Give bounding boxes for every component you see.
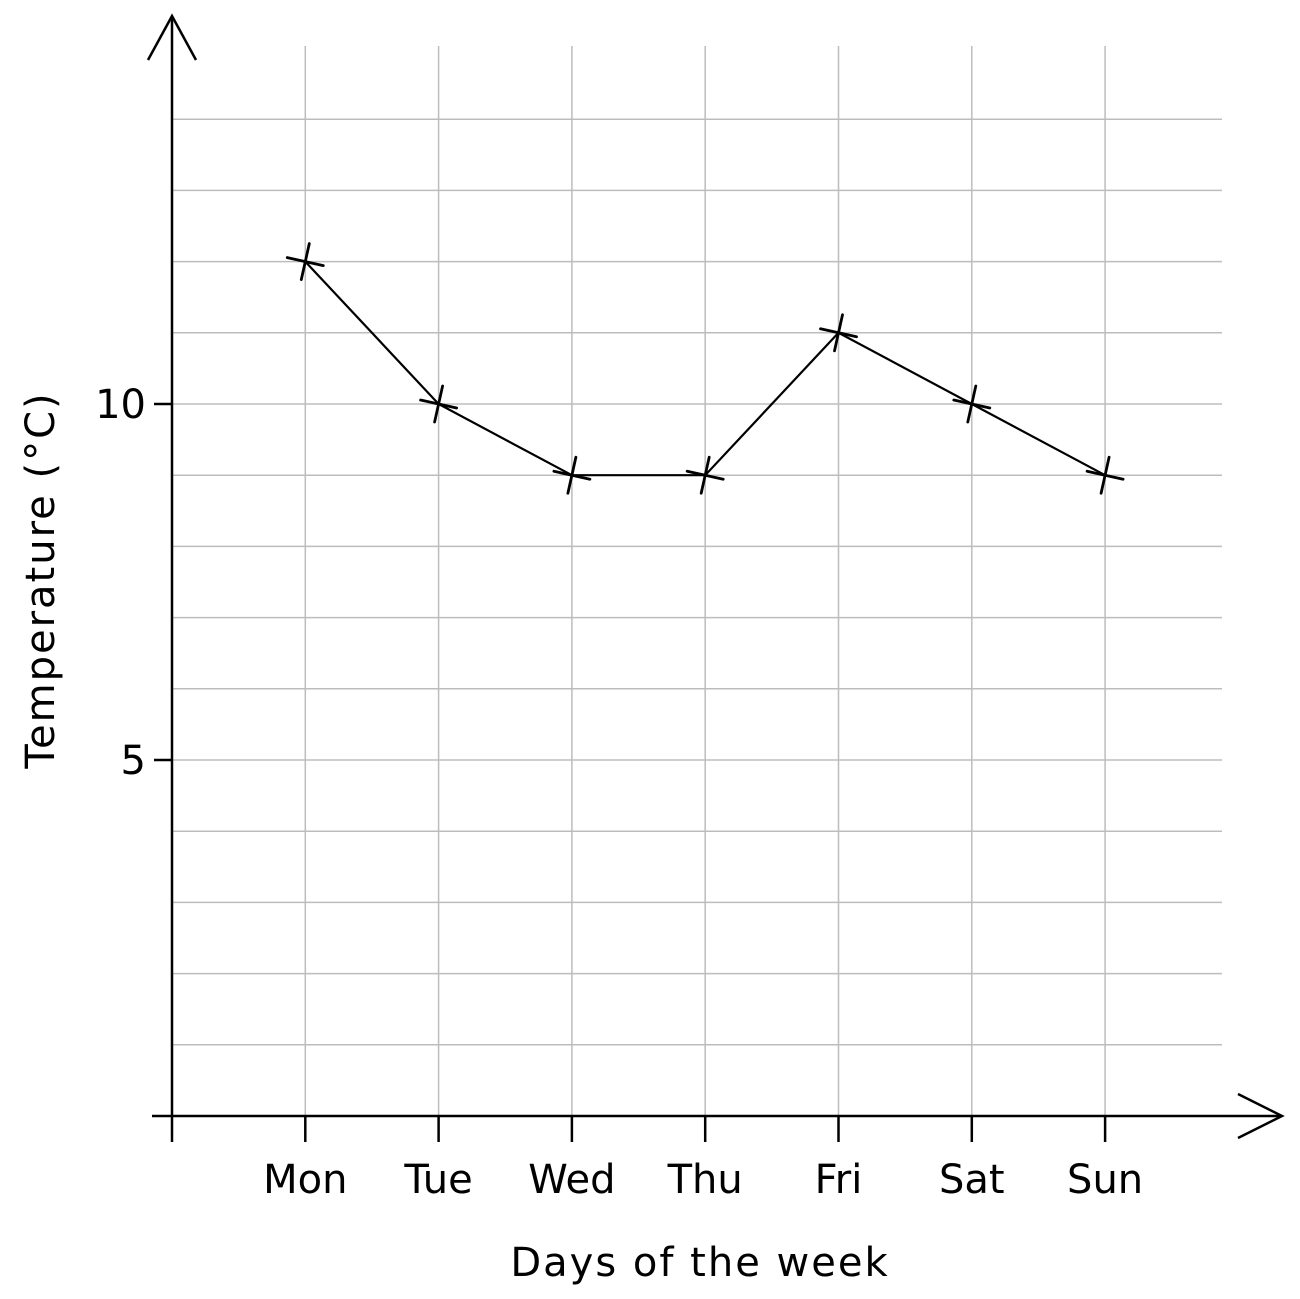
- x-tick-label: Sat: [939, 1157, 1005, 1203]
- marker-stroke: [1099, 455, 1111, 495]
- x-tick-label: Sun: [1067, 1157, 1143, 1203]
- y-axis-label: Temperature (°C): [18, 391, 64, 769]
- x-tick-label: Wed: [528, 1157, 615, 1203]
- data-point-marker: [1085, 455, 1125, 495]
- y-tick-label: 5: [121, 738, 146, 784]
- x-axis-label: Days of the week: [510, 1240, 889, 1286]
- y-axis-arrow: [146, 13, 198, 61]
- x-tick-label: Mon: [263, 1157, 347, 1203]
- marker-stroke: [299, 242, 311, 282]
- marker-stroke: [966, 384, 978, 424]
- data-point-marker: [552, 455, 592, 495]
- marker-stroke: [833, 313, 844, 353]
- x-axis-arrow: [1237, 1092, 1285, 1140]
- series: [285, 242, 1125, 495]
- data-point-marker: [419, 384, 459, 424]
- grid: [172, 46, 1222, 1116]
- x-tick-label: Thu: [667, 1157, 743, 1203]
- axes: [146, 13, 1285, 1142]
- data-point-marker: [285, 242, 325, 282]
- marker-stroke: [433, 384, 445, 424]
- data-point-marker: [685, 455, 725, 495]
- y-tick-label: 10: [95, 382, 146, 428]
- data-point-marker: [819, 313, 858, 353]
- x-tick-label: Fri: [815, 1157, 863, 1203]
- y-ticks: 5 10: [95, 382, 172, 784]
- data-point-marker: [952, 384, 992, 424]
- x-ticks: Mon Tue Wed Thu Fri Sat Sun: [263, 1116, 1143, 1203]
- marker-stroke: [699, 455, 711, 495]
- marker-stroke: [566, 455, 578, 495]
- x-tick-label: Tue: [403, 1157, 472, 1203]
